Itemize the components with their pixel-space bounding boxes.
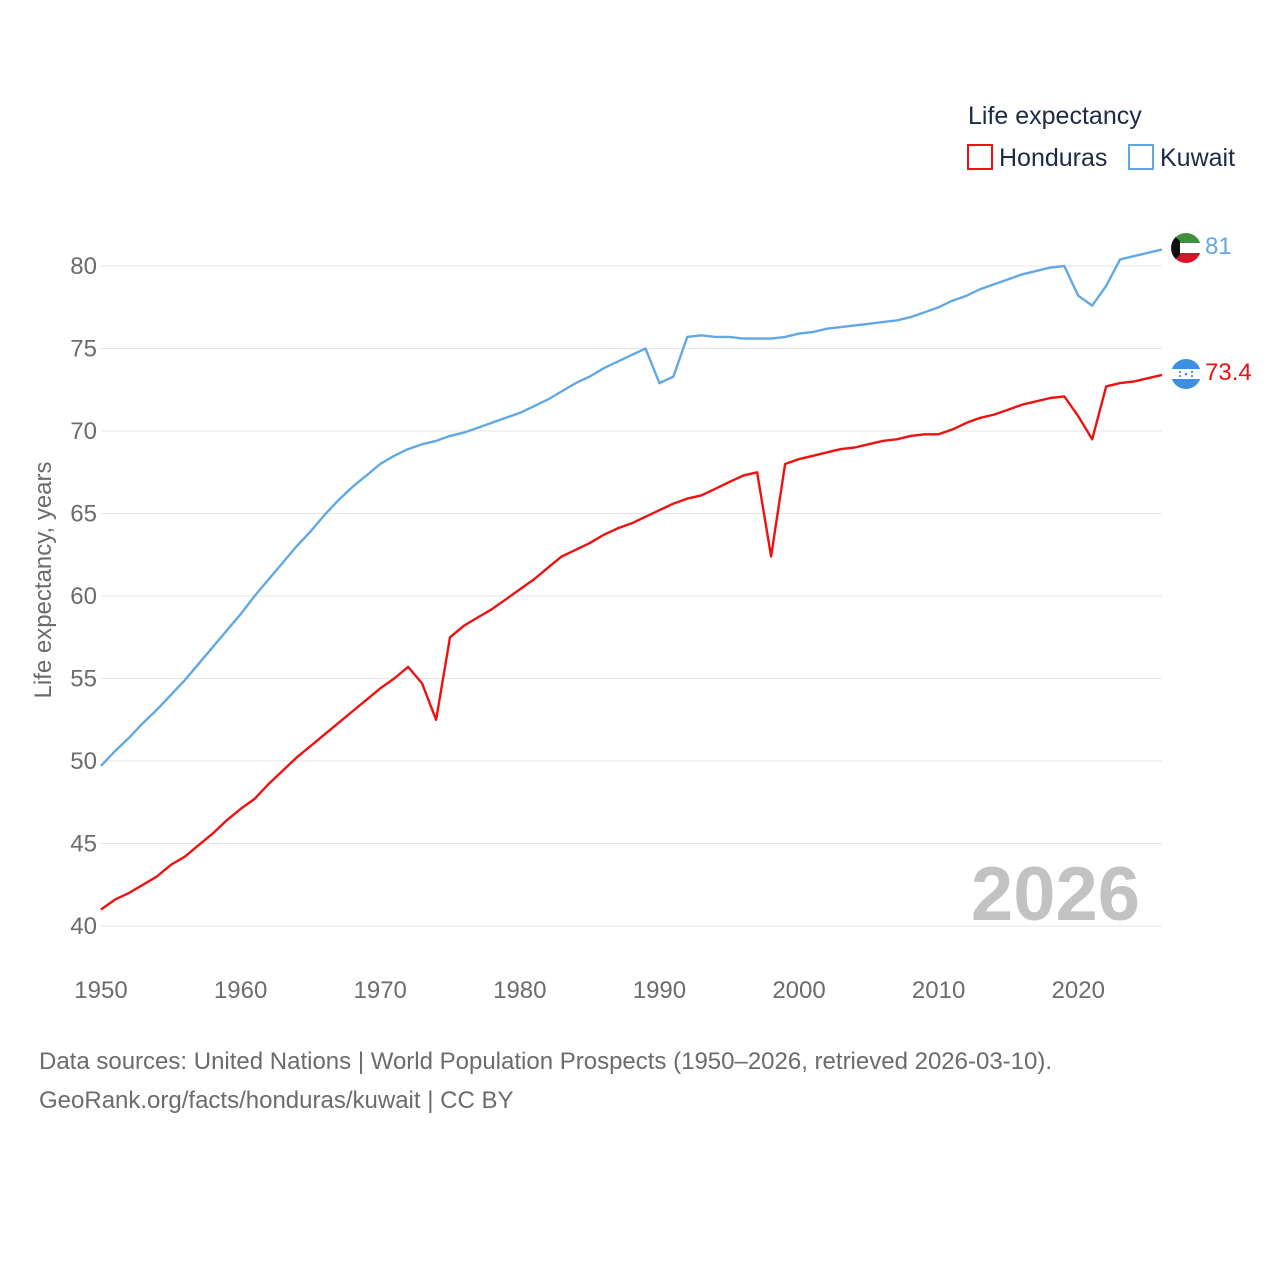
series-lines (100, 248, 1163, 911)
y-tick-label: 70 (70, 418, 97, 445)
year-watermark: 2026 (971, 852, 1140, 937)
series-line-kuwait[interactable] (100, 248, 1163, 767)
y-tick-label: 80 (70, 253, 97, 280)
legend-label-honduras: Honduras (999, 144, 1107, 172)
y-tick-label: 40 (70, 913, 97, 940)
kuwait-flag-icon (1171, 233, 1201, 263)
legend-title: Life expectancy (968, 102, 1142, 130)
x-axis-ticks: 1950 1960 1970 1980 1990 2000 2010 2020 (74, 977, 1105, 1004)
x-tick-label: 1970 (354, 977, 407, 1004)
legend-item-honduras[interactable]: Honduras (967, 144, 1107, 172)
y-tick-label: 65 (70, 501, 97, 528)
x-tick-label: 2010 (912, 977, 965, 1004)
x-tick-label: 1990 (633, 977, 686, 1004)
series-line-honduras[interactable] (100, 373, 1163, 911)
y-tick-label: 50 (70, 748, 97, 775)
y-axis-ticks: 40 45 50 55 60 65 70 75 80 (70, 253, 97, 940)
legend-label-kuwait: Kuwait (1160, 144, 1235, 172)
y-tick-label: 45 (70, 831, 97, 858)
legend-item-kuwait[interactable]: Kuwait (1128, 144, 1235, 172)
y-tick-label: 75 (70, 336, 97, 363)
x-tick-label: 1960 (214, 977, 267, 1004)
y-axis-title: Life expectancy, years (30, 461, 57, 698)
x-tick-label: 2020 (1052, 977, 1105, 1004)
legend: Life expectancy Honduras Kuwait (967, 102, 1235, 172)
footer-source: Data sources: United Nations | World Pop… (39, 1048, 1052, 1075)
x-tick-label: 2000 (772, 977, 825, 1004)
honduras-flag-icon (1171, 359, 1201, 389)
grid (101, 265, 1162, 927)
y-tick-label: 60 (70, 583, 97, 610)
x-tick-label: 1950 (74, 977, 127, 1004)
footer-link[interactable]: GeoRank.org/facts/honduras/kuwait | CC B… (39, 1087, 513, 1114)
x-tick-label: 1980 (493, 977, 546, 1004)
end-value-honduras: 73.4 (1205, 359, 1252, 386)
y-tick-label: 55 (70, 666, 97, 693)
legend-swatch-kuwait (1128, 144, 1154, 170)
end-value-kuwait: 81 (1205, 233, 1232, 260)
legend-swatch-honduras (967, 144, 993, 170)
